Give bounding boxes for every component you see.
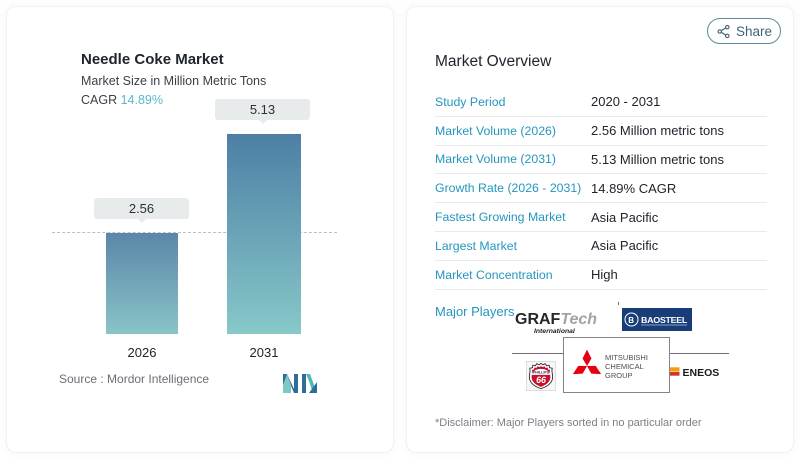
svg-text:MITSUBISHI: MITSUBISHI [605,353,648,362]
svg-text:GROUP: GROUP [605,371,633,380]
svg-text:CHEMICAL: CHEMICAL [605,362,644,371]
svg-text:ENEOS: ENEOS [683,367,720,379]
svg-text:International: International [534,328,575,335]
svg-text:PHILLIPS: PHILLIPS [533,370,550,374]
svg-text:GRAFTech: GRAFTech [515,311,597,328]
svg-text:B: B [628,316,634,325]
svg-text:BAOSTEEL: BAOSTEEL [641,316,687,325]
svg-text:66: 66 [536,375,546,385]
